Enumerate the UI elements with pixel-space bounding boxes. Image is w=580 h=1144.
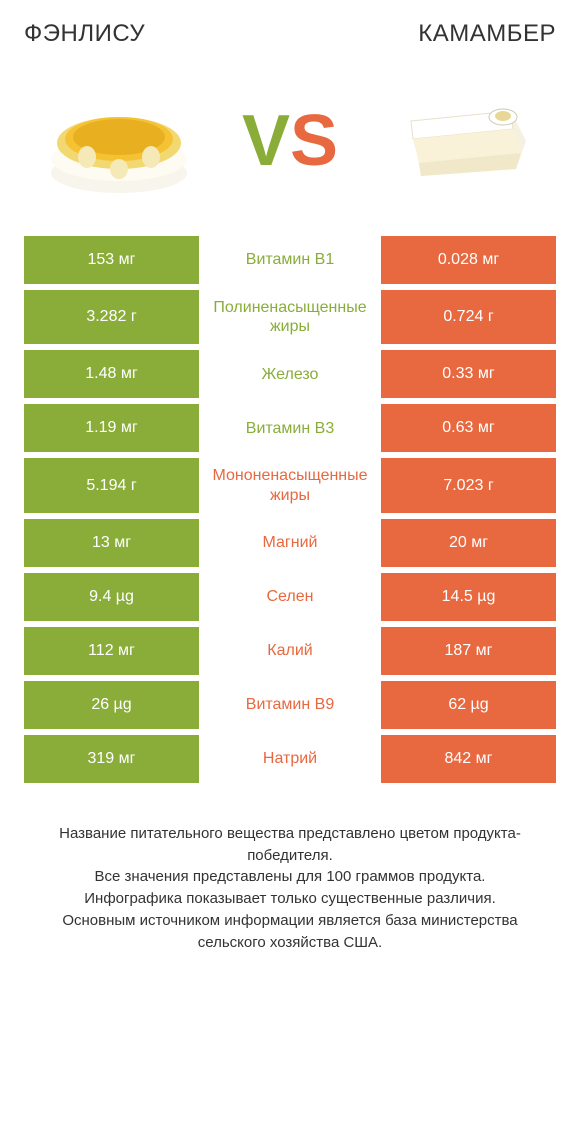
nutrient-label-cell: Железо	[199, 350, 381, 398]
nutrient-label-cell: Витамин B3	[199, 404, 381, 452]
nutrient-label-cell: Магний	[199, 519, 381, 567]
table-row: 9.4 µgСелен14.5 µg	[24, 573, 556, 621]
left-value-cell: 9.4 µg	[24, 573, 199, 621]
right-value-cell: 62 µg	[381, 681, 556, 729]
nutrient-label-cell: Полиненасыщенные жиры	[199, 290, 381, 344]
nutrient-label-cell: Селен	[199, 573, 381, 621]
header: ФЭНЛИСУ КАМАМБЕР	[24, 20, 556, 48]
table-row: 153 мгВитамин B10.028 мг	[24, 236, 556, 284]
left-value-cell: 1.19 мг	[24, 404, 199, 452]
vs-label: VS	[242, 100, 338, 182]
left-product-image	[34, 76, 204, 206]
left-value-cell: 5.194 г	[24, 458, 199, 512]
right-value-cell: 20 мг	[381, 519, 556, 567]
table-row: 26 µgВитамин B962 µg	[24, 681, 556, 729]
table-row: 13 мгМагний20 мг	[24, 519, 556, 567]
footer-line: Инфографика показывает только существенн…	[32, 888, 548, 910]
left-value-cell: 319 мг	[24, 735, 199, 783]
left-value-cell: 26 µg	[24, 681, 199, 729]
footer-line: Основным источником информации является …	[32, 910, 548, 954]
nutrient-label-cell: Витамин B9	[199, 681, 381, 729]
right-value-cell: 14.5 µg	[381, 573, 556, 621]
table-row: 1.48 мгЖелезо0.33 мг	[24, 350, 556, 398]
table-row: 112 мгКалий187 мг	[24, 627, 556, 675]
right-value-cell: 7.023 г	[381, 458, 556, 512]
footer-line: Название питательного вещества представл…	[32, 823, 548, 867]
right-value-cell: 0.724 г	[381, 290, 556, 344]
left-value-cell: 1.48 мг	[24, 350, 199, 398]
left-value-cell: 153 мг	[24, 236, 199, 284]
comparison-table: 153 мгВитамин B10.028 мг 3.282 гПолиненас…	[24, 236, 556, 783]
right-value-cell: 0.33 мг	[381, 350, 556, 398]
right-value-cell: 0.63 мг	[381, 404, 556, 452]
images-row: VS	[24, 76, 556, 206]
table-row: 319 мгНатрий842 мг	[24, 735, 556, 783]
left-value-cell: 3.282 г	[24, 290, 199, 344]
nutrient-label-cell: Витамин B1	[199, 236, 381, 284]
nutrient-label-cell: Натрий	[199, 735, 381, 783]
left-value-cell: 13 мг	[24, 519, 199, 567]
nutrient-label-cell: Мононенасыщенные жиры	[199, 458, 381, 512]
right-value-cell: 187 мг	[381, 627, 556, 675]
left-value-cell: 112 мг	[24, 627, 199, 675]
footer-line: Все значения представлены для 100 граммо…	[32, 866, 548, 888]
table-row: 1.19 мгВитамин B30.63 мг	[24, 404, 556, 452]
left-product-title: ФЭНЛИСУ	[24, 20, 145, 48]
table-row: 3.282 гПолиненасыщенные жиры0.724 г	[24, 290, 556, 344]
right-value-cell: 842 мг	[381, 735, 556, 783]
table-row: 5.194 гМононенасыщенные жиры7.023 г	[24, 458, 556, 512]
right-product-image	[376, 76, 546, 206]
footer-notes: Название питательного вещества представл…	[24, 823, 556, 954]
right-product-title: КАМАМБЕР	[418, 20, 556, 48]
nutrient-label-cell: Калий	[199, 627, 381, 675]
right-value-cell: 0.028 мг	[381, 236, 556, 284]
